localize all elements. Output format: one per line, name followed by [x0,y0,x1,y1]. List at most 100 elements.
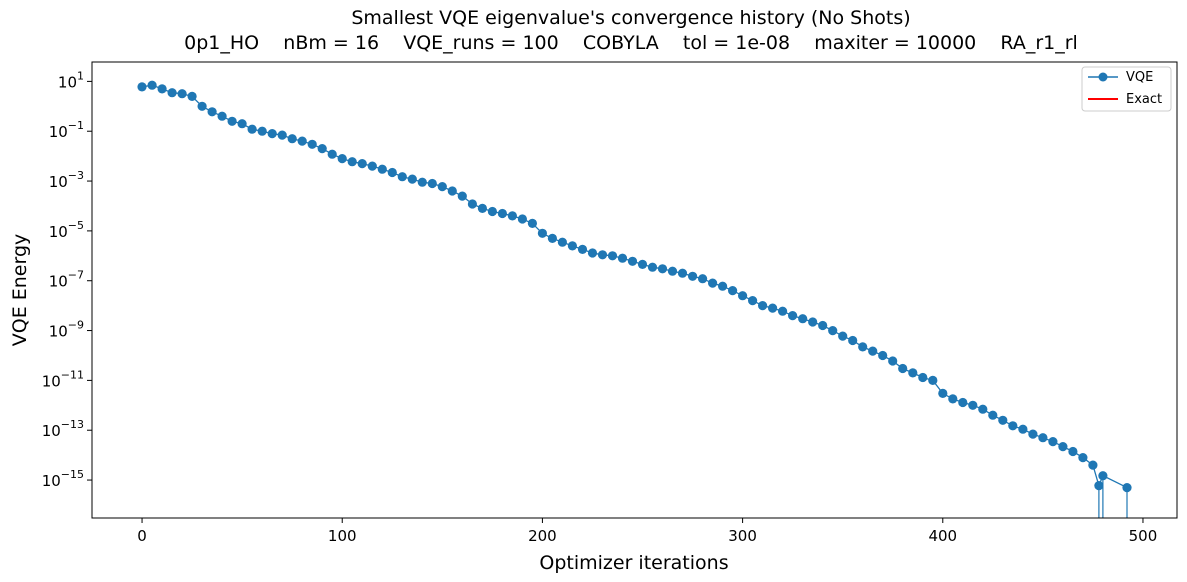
y-tick-base: 10 [49,223,68,241]
vqe-point [828,326,838,336]
legend-vqe-marker [1098,72,1108,82]
x-tick-label: 100 [328,527,357,545]
vqe-point [768,303,778,313]
vqe-point [427,178,437,189]
vqe-point [868,346,878,356]
vqe-point [958,397,968,408]
legend-label-vqe: VQE [1126,70,1153,85]
vqe-point [307,139,317,149]
x-tick-label: 300 [728,527,757,545]
vqe-point [718,281,728,291]
vqe-point [437,182,447,192]
vqe-point [788,311,798,321]
y-tick-base: 10 [49,323,68,341]
vqe-point [517,214,528,224]
vqe-point [627,256,638,266]
vqe-point [798,314,808,324]
vqe-point [277,130,287,140]
vqe-point [217,111,227,121]
vqe-point [187,91,197,101]
vqe-point [637,259,648,269]
vqe-point [998,415,1008,425]
x-axis: 0 100 200 300 400 500 [137,518,1157,545]
vqe-point [537,228,548,238]
y-tick-label: 10−1 [49,119,84,141]
vqe-point [377,164,387,174]
y-tick-label: 101 [58,69,84,91]
x-tick-label: 500 [1129,527,1158,545]
y-tick-exponent: −13 [61,418,84,431]
vqe-point [347,157,357,167]
vqe-point [197,101,207,111]
vqe-point [667,266,678,276]
vqe-point [888,356,898,366]
vqe-point [267,129,277,139]
vqe-point [778,306,788,316]
vqe-point [587,248,598,258]
vqe-point [157,84,167,94]
vqe-point [948,394,958,404]
y-tick-exponent: −5 [68,219,84,232]
y-axis-label: VQE Energy [9,234,31,347]
vqe-point [908,368,918,378]
vqe-point [968,400,978,410]
vqe-point [577,244,588,254]
vqe-point [557,237,568,247]
vqe-point [938,388,948,398]
x-tick-label: 0 [137,527,147,545]
vqe-point [547,233,558,243]
vqe-point [327,149,337,159]
vqe-point [137,82,147,92]
vqe-point [597,250,608,260]
x-tick-label: 200 [528,527,557,545]
vqe-point [417,177,427,187]
y-tick-exponent: −3 [68,169,84,182]
vqe-point [1098,471,1108,481]
vqe-point [1088,460,1098,470]
vqe-point [1122,483,1132,493]
vqe-point [657,264,668,274]
vqe-point [748,296,758,306]
vqe-point [407,174,417,184]
stem-layer [1098,475,1128,518]
vqe-point [247,124,257,134]
y-tick-base: 10 [58,73,77,91]
vqe-point [928,375,938,385]
vqe-point [447,186,457,196]
y-tick-base: 10 [49,123,68,141]
vqe-point [207,107,217,117]
legend-label-exact: Exact [1126,92,1162,107]
vqe-point [337,154,347,164]
y-tick-base: 10 [42,422,61,440]
vqe-point [898,363,908,374]
vqe-point [477,203,487,213]
y-tick-exponent: −1 [68,119,84,132]
vqe-point [287,134,297,144]
y-tick-base: 10 [49,173,68,191]
y-tick-label: 10−9 [49,319,84,341]
y-tick-exponent: −9 [68,319,84,332]
vqe-point [397,172,407,182]
y-tick-exponent: −11 [61,368,84,381]
chart-subtitle: 0p1_HO nBm = 16 VQE_runs = 100 COBYLA to… [184,32,1078,54]
vqe-point [677,268,688,278]
vqe-point [848,335,858,346]
vqe-point [317,144,327,154]
vqe-point [978,404,988,414]
vqe-point [487,206,497,217]
y-tick-label: 10−5 [49,219,84,241]
vqe-point [1048,437,1058,447]
vqe-point [237,119,247,129]
vqe-point [1018,424,1028,434]
vqe-point [838,331,848,341]
vqe-point [708,278,718,288]
y-tick-base: 10 [42,472,61,490]
vqe-point [698,274,708,284]
legend: VQE Exact [1081,66,1172,112]
vqe-point [167,88,177,98]
vqe-point [1008,421,1018,431]
vqe-point [497,208,507,219]
